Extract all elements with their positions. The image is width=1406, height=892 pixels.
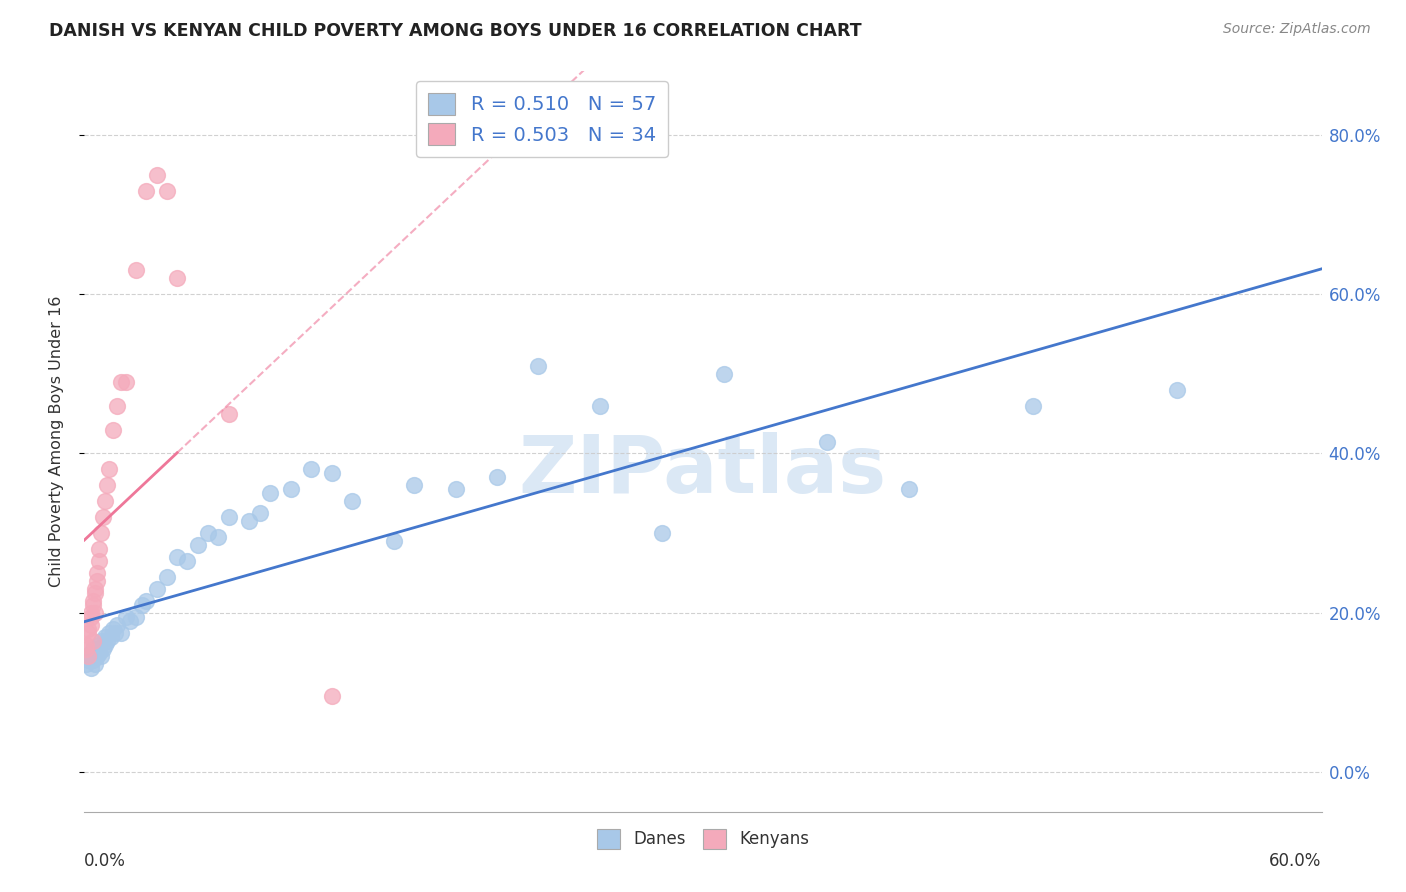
Point bbox=[83, 606, 105, 620]
Point bbox=[110, 375, 132, 389]
Point bbox=[77, 649, 100, 664]
Point bbox=[79, 617, 101, 632]
Point bbox=[94, 494, 117, 508]
Point bbox=[176, 554, 198, 568]
Point bbox=[98, 625, 121, 640]
Point bbox=[90, 633, 112, 648]
Point bbox=[83, 586, 105, 600]
Point bbox=[82, 641, 104, 656]
Point bbox=[589, 399, 612, 413]
Y-axis label: Child Poverty Among Boys Under 16: Child Poverty Among Boys Under 16 bbox=[49, 296, 63, 587]
Point bbox=[82, 593, 104, 607]
Point bbox=[131, 598, 153, 612]
Text: ZIPatlas: ZIPatlas bbox=[519, 432, 887, 510]
Point bbox=[321, 690, 343, 704]
Point bbox=[94, 630, 117, 644]
Point bbox=[156, 184, 179, 198]
Point bbox=[83, 582, 105, 596]
Point bbox=[321, 467, 343, 481]
Point bbox=[145, 168, 167, 182]
Point bbox=[342, 494, 364, 508]
Point bbox=[125, 609, 148, 624]
Point bbox=[87, 541, 110, 556]
Point bbox=[197, 526, 219, 541]
Point bbox=[527, 359, 550, 373]
Point bbox=[485, 470, 508, 484]
Point bbox=[90, 526, 112, 541]
Point bbox=[280, 483, 302, 497]
Point bbox=[114, 375, 136, 389]
Point bbox=[79, 606, 101, 620]
Point bbox=[207, 530, 229, 544]
Point bbox=[77, 625, 100, 640]
Point bbox=[156, 570, 179, 584]
Point bbox=[87, 638, 110, 652]
Point bbox=[79, 661, 101, 675]
Point bbox=[105, 399, 128, 413]
Point bbox=[135, 184, 157, 198]
Point bbox=[898, 483, 921, 497]
Point bbox=[77, 622, 100, 636]
Point bbox=[100, 630, 122, 644]
Point bbox=[382, 534, 405, 549]
Point bbox=[166, 271, 188, 285]
Point bbox=[82, 598, 104, 612]
Point bbox=[82, 653, 104, 667]
Point bbox=[83, 657, 105, 672]
Point bbox=[91, 510, 114, 524]
Point bbox=[87, 646, 110, 660]
Point bbox=[815, 434, 838, 449]
Point bbox=[218, 407, 240, 421]
Text: Source: ZipAtlas.com: Source: ZipAtlas.com bbox=[1223, 22, 1371, 37]
Point bbox=[651, 526, 673, 541]
Point bbox=[77, 649, 100, 664]
Point bbox=[299, 462, 322, 476]
Point bbox=[86, 566, 108, 580]
Text: 0.0%: 0.0% bbox=[84, 853, 127, 871]
Point bbox=[145, 582, 167, 596]
Point bbox=[118, 614, 141, 628]
Point bbox=[91, 641, 114, 656]
Point bbox=[1166, 383, 1188, 397]
Point bbox=[79, 609, 101, 624]
Point bbox=[86, 641, 108, 656]
Point bbox=[444, 483, 467, 497]
Point bbox=[110, 625, 132, 640]
Legend: Danes, Kenyans: Danes, Kenyans bbox=[591, 822, 815, 855]
Point bbox=[75, 657, 97, 672]
Point bbox=[249, 506, 271, 520]
Point bbox=[713, 367, 735, 381]
Point bbox=[114, 609, 136, 624]
Point bbox=[77, 653, 100, 667]
Point bbox=[103, 423, 125, 437]
Point bbox=[218, 510, 240, 524]
Point bbox=[90, 649, 112, 664]
Point bbox=[166, 549, 188, 564]
Point bbox=[75, 641, 97, 656]
Point bbox=[98, 462, 121, 476]
Point bbox=[104, 625, 127, 640]
Text: DANISH VS KENYAN CHILD POVERTY AMONG BOYS UNDER 16 CORRELATION CHART: DANISH VS KENYAN CHILD POVERTY AMONG BOY… bbox=[49, 22, 862, 40]
Point bbox=[103, 622, 125, 636]
Point bbox=[404, 478, 426, 492]
Point bbox=[1022, 399, 1045, 413]
Point bbox=[96, 633, 118, 648]
Point bbox=[82, 633, 104, 648]
Point bbox=[86, 574, 108, 588]
Point bbox=[105, 617, 128, 632]
Text: 60.0%: 60.0% bbox=[1270, 853, 1322, 871]
Point bbox=[83, 646, 105, 660]
Point bbox=[238, 514, 260, 528]
Point bbox=[94, 638, 117, 652]
Point bbox=[87, 554, 110, 568]
Point bbox=[135, 593, 157, 607]
Point bbox=[79, 646, 101, 660]
Point bbox=[96, 478, 118, 492]
Point bbox=[187, 538, 209, 552]
Point bbox=[125, 263, 148, 277]
Point bbox=[75, 638, 97, 652]
Point bbox=[86, 649, 108, 664]
Point bbox=[259, 486, 281, 500]
